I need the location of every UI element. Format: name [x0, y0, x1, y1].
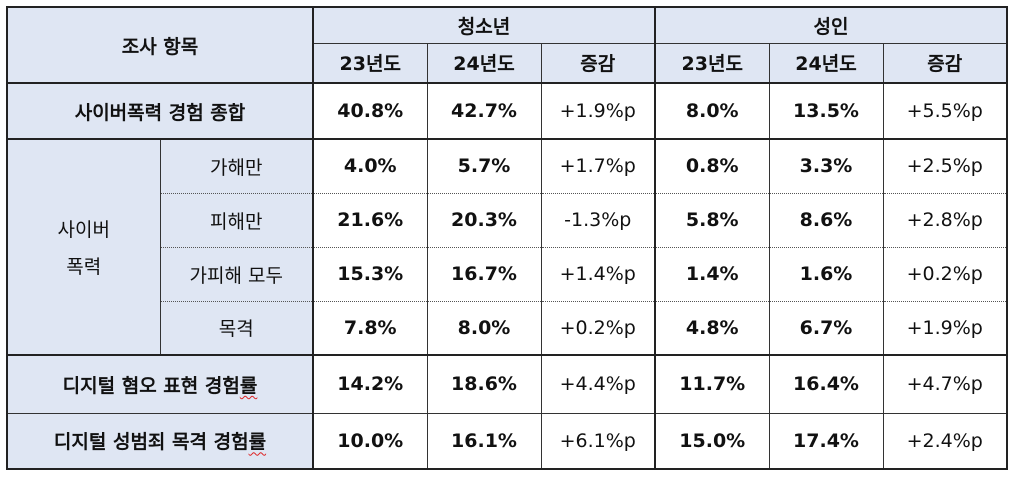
row-label-cyber-item: 피해만	[159, 192, 314, 248]
cell-cyber0-youth-23: 4.0%	[312, 138, 428, 194]
header-row-years: 23년도 24년도 증감 23년도 24년도 증감	[7, 42, 1008, 84]
row-group-label-line1: 사이버	[57, 219, 110, 241]
cell-cyber2-adult-change: +0.2%p	[882, 246, 1008, 302]
row-label-cyber-item: 가피해 모두	[159, 246, 314, 302]
cell-cyber1-youth-change: -1.3%p	[540, 192, 656, 248]
cell-cyber3-adult-24: 6.7%	[768, 300, 884, 356]
row-group-label-cyber: 사이버 폭력	[6, 138, 161, 356]
cell-hate-youth-change: +4.4%p	[540, 354, 656, 414]
row-group-label-line2: 폭력	[66, 256, 102, 278]
cell-cyber2-youth-change: +1.4%p	[540, 246, 656, 302]
cell-cyber1-youth-24: 20.3%	[426, 192, 542, 248]
row-label-digital-sexcrime: 디지털 성범죄 목격 경험률	[6, 412, 314, 470]
cell-sexcrime-adult-23: 15.0%	[654, 412, 770, 470]
cell-cyber2-adult-23: 1.4%	[654, 246, 770, 302]
row-label-digital-hate-suffix: 률	[239, 374, 258, 397]
header-adult-23: 23년도	[654, 42, 770, 84]
cell-cyber2-adult-24: 1.6%	[768, 246, 884, 302]
row-label-digital-hate-text: 디지털 혐오 표현 경험	[62, 374, 240, 397]
cell-overall-youth-24: 42.7%	[426, 82, 542, 140]
cell-cyber1-adult-23: 5.8%	[654, 192, 770, 248]
cell-cyber0-adult-23: 0.8%	[654, 138, 770, 194]
table-row-cyber-both: 가피해 모두 15.3% 16.7% +1.4%p 1.4% 1.6% +0.2…	[7, 246, 1008, 302]
row-label-cyber-item: 목격	[159, 300, 314, 356]
cell-hate-adult-change: +4.7%p	[882, 354, 1008, 414]
header-youth-24: 24년도	[426, 42, 542, 84]
cell-sexcrime-youth-24: 16.1%	[426, 412, 542, 470]
cell-sexcrime-adult-change: +2.4%p	[882, 412, 1008, 470]
cell-overall-youth-23: 40.8%	[312, 82, 428, 140]
cell-cyber3-youth-23: 7.8%	[312, 300, 428, 356]
header-group-adult: 성인	[654, 6, 1008, 44]
row-label-cyber-item: 가해만	[159, 138, 314, 194]
cell-overall-adult-23: 8.0%	[654, 82, 770, 140]
header-adult-24: 24년도	[768, 42, 884, 84]
cell-overall-youth-change: +1.9%p	[540, 82, 656, 140]
cell-cyber0-adult-24: 3.3%	[768, 138, 884, 194]
cell-cyber2-youth-23: 15.3%	[312, 246, 428, 302]
table-row-cyber-victim: 피해만 21.6% 20.3% -1.3%p 5.8% 8.6% +2.8%p	[7, 192, 1008, 248]
cell-cyber3-youth-change: +0.2%p	[540, 300, 656, 356]
header-youth-23: 23년도	[312, 42, 428, 84]
row-label-digital-sexcrime-suffix: 률	[248, 431, 267, 454]
survey-table-wrapper: 조사 항목 청소년 성인 23년도 24년도 증감 23년도 24년도 증감 사…	[6, 6, 1008, 470]
cell-hate-youth-23: 14.2%	[312, 354, 428, 414]
survey-comparison-table: 조사 항목 청소년 성인 23년도 24년도 증감 23년도 24년도 증감 사…	[6, 6, 1008, 470]
row-label-digital-sexcrime-text: 디지털 성범죄 목격 경험	[53, 431, 249, 454]
header-youth-change: 증감	[540, 42, 656, 84]
cell-cyber2-youth-24: 16.7%	[426, 246, 542, 302]
cell-sexcrime-youth-23: 10.0%	[312, 412, 428, 470]
header-item-label: 조사 항목	[6, 6, 314, 84]
cell-cyber0-youth-24: 5.7%	[426, 138, 542, 194]
cell-cyber1-youth-23: 21.6%	[312, 192, 428, 248]
header-adult-change: 증감	[882, 42, 1008, 84]
cell-cyber3-adult-23: 4.8%	[654, 300, 770, 356]
cell-cyber0-youth-change: +1.7%p	[540, 138, 656, 194]
table-row-digital-sexcrime: 디지털 성범죄 목격 경험률 10.0% 16.1% +6.1%p 15.0% …	[6, 412, 1008, 470]
cell-cyber1-adult-24: 8.6%	[768, 192, 884, 248]
table-row-cyber-perpetrator: 사이버 폭력 가해만 4.0% 5.7% +1.7%p 0.8% 3.3% +2…	[6, 138, 1008, 356]
cell-hate-youth-24: 18.6%	[426, 354, 542, 414]
cell-cyber0-adult-change: +2.5%p	[882, 138, 1008, 194]
header-group-youth: 청소년	[312, 6, 656, 44]
cell-hate-adult-24: 16.4%	[768, 354, 884, 414]
table-row-digital-hate: 디지털 혐오 표현 경험률 14.2% 18.6% +4.4%p 11.7% 1…	[6, 354, 1008, 414]
cell-cyber3-adult-change: +1.9%p	[882, 300, 1008, 356]
cell-cyber1-adult-change: +2.8%p	[882, 192, 1008, 248]
cell-cyber3-youth-24: 8.0%	[426, 300, 542, 356]
cell-hate-adult-23: 11.7%	[654, 354, 770, 414]
cell-sexcrime-adult-24: 17.4%	[768, 412, 884, 470]
header-row-groups: 조사 항목 청소년 성인	[6, 6, 1008, 84]
cell-overall-adult-24: 13.5%	[768, 82, 884, 140]
row-label-overall: 사이버폭력 경험 종합	[6, 82, 314, 140]
cell-overall-adult-change: +5.5%p	[882, 82, 1008, 140]
cell-sexcrime-youth-change: +6.1%p	[540, 412, 656, 470]
table-row-overall: 사이버폭력 경험 종합 40.8% 42.7% +1.9%p 8.0% 13.5…	[6, 82, 1008, 140]
row-label-digital-hate: 디지털 혐오 표현 경험률	[6, 354, 314, 414]
